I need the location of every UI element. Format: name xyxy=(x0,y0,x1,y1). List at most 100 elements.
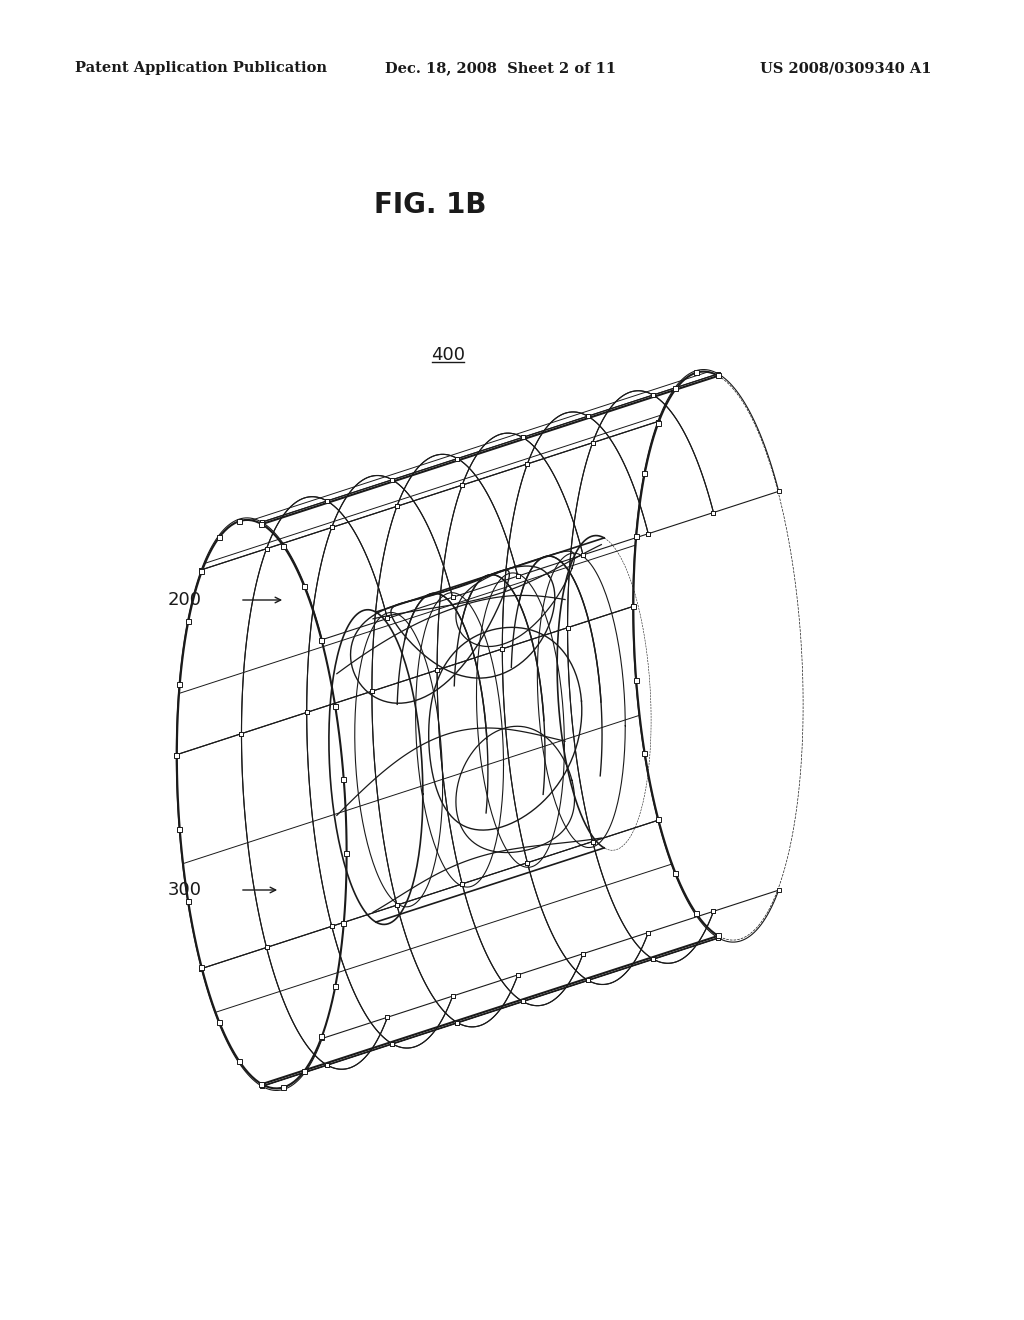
FancyBboxPatch shape xyxy=(305,710,308,714)
FancyBboxPatch shape xyxy=(655,421,660,425)
FancyBboxPatch shape xyxy=(451,994,455,998)
FancyBboxPatch shape xyxy=(302,1069,306,1073)
FancyBboxPatch shape xyxy=(520,999,524,1003)
FancyBboxPatch shape xyxy=(456,457,460,461)
FancyBboxPatch shape xyxy=(520,999,524,1003)
FancyBboxPatch shape xyxy=(456,1020,460,1024)
FancyBboxPatch shape xyxy=(370,689,374,693)
FancyBboxPatch shape xyxy=(712,511,716,515)
FancyBboxPatch shape xyxy=(525,462,529,466)
FancyBboxPatch shape xyxy=(282,544,287,549)
FancyBboxPatch shape xyxy=(651,393,655,397)
FancyBboxPatch shape xyxy=(435,668,439,672)
FancyBboxPatch shape xyxy=(591,441,595,445)
FancyBboxPatch shape xyxy=(591,840,595,843)
FancyBboxPatch shape xyxy=(646,532,650,536)
FancyBboxPatch shape xyxy=(390,1041,394,1045)
FancyBboxPatch shape xyxy=(586,414,590,418)
Text: US 2008/0309340 A1: US 2008/0309340 A1 xyxy=(760,61,932,75)
FancyBboxPatch shape xyxy=(330,525,334,529)
FancyBboxPatch shape xyxy=(260,1084,264,1088)
FancyBboxPatch shape xyxy=(174,752,178,756)
FancyBboxPatch shape xyxy=(385,1015,389,1019)
FancyBboxPatch shape xyxy=(501,647,505,651)
FancyBboxPatch shape xyxy=(501,647,505,651)
FancyBboxPatch shape xyxy=(525,861,529,865)
FancyBboxPatch shape xyxy=(319,639,325,643)
FancyBboxPatch shape xyxy=(451,595,455,599)
FancyBboxPatch shape xyxy=(456,1020,460,1024)
FancyBboxPatch shape xyxy=(516,973,520,977)
FancyBboxPatch shape xyxy=(395,504,399,508)
FancyBboxPatch shape xyxy=(501,647,505,651)
FancyBboxPatch shape xyxy=(259,521,264,527)
FancyBboxPatch shape xyxy=(501,647,505,651)
FancyBboxPatch shape xyxy=(586,978,590,982)
FancyBboxPatch shape xyxy=(586,414,590,418)
FancyBboxPatch shape xyxy=(395,903,399,907)
FancyBboxPatch shape xyxy=(451,994,455,998)
FancyBboxPatch shape xyxy=(395,504,399,508)
FancyBboxPatch shape xyxy=(325,1063,329,1067)
FancyBboxPatch shape xyxy=(456,1020,460,1024)
FancyBboxPatch shape xyxy=(325,1063,329,1067)
FancyBboxPatch shape xyxy=(264,945,268,949)
FancyBboxPatch shape xyxy=(716,936,720,940)
FancyBboxPatch shape xyxy=(581,553,585,557)
FancyBboxPatch shape xyxy=(655,818,659,822)
FancyBboxPatch shape xyxy=(305,710,308,714)
FancyBboxPatch shape xyxy=(460,882,464,886)
FancyBboxPatch shape xyxy=(642,471,647,477)
FancyBboxPatch shape xyxy=(370,689,374,693)
FancyBboxPatch shape xyxy=(390,1041,394,1045)
FancyBboxPatch shape xyxy=(395,504,399,508)
FancyBboxPatch shape xyxy=(200,966,204,970)
FancyBboxPatch shape xyxy=(305,710,308,714)
FancyBboxPatch shape xyxy=(330,924,334,928)
FancyBboxPatch shape xyxy=(325,499,329,503)
FancyBboxPatch shape xyxy=(330,924,334,928)
FancyBboxPatch shape xyxy=(591,840,595,843)
FancyBboxPatch shape xyxy=(395,903,399,907)
FancyBboxPatch shape xyxy=(651,393,655,397)
FancyBboxPatch shape xyxy=(282,1085,287,1090)
FancyBboxPatch shape xyxy=(591,840,595,843)
FancyBboxPatch shape xyxy=(177,826,182,832)
Text: 300: 300 xyxy=(168,880,202,899)
FancyBboxPatch shape xyxy=(330,924,334,928)
FancyBboxPatch shape xyxy=(390,478,394,482)
FancyBboxPatch shape xyxy=(716,933,721,939)
FancyBboxPatch shape xyxy=(390,478,394,482)
FancyBboxPatch shape xyxy=(435,668,439,672)
FancyBboxPatch shape xyxy=(565,626,569,630)
FancyBboxPatch shape xyxy=(716,372,720,376)
FancyBboxPatch shape xyxy=(302,583,306,589)
FancyBboxPatch shape xyxy=(395,903,399,907)
FancyBboxPatch shape xyxy=(385,616,389,620)
FancyBboxPatch shape xyxy=(264,945,268,949)
FancyBboxPatch shape xyxy=(655,420,659,424)
FancyBboxPatch shape xyxy=(694,370,698,375)
FancyBboxPatch shape xyxy=(395,504,399,508)
FancyBboxPatch shape xyxy=(325,499,329,503)
FancyBboxPatch shape xyxy=(217,1019,222,1024)
FancyBboxPatch shape xyxy=(646,931,650,935)
FancyBboxPatch shape xyxy=(341,921,346,927)
FancyBboxPatch shape xyxy=(390,1041,394,1045)
FancyBboxPatch shape xyxy=(776,888,780,892)
FancyBboxPatch shape xyxy=(330,525,334,529)
FancyBboxPatch shape xyxy=(581,553,585,557)
FancyBboxPatch shape xyxy=(520,999,524,1003)
FancyBboxPatch shape xyxy=(385,1015,389,1019)
FancyBboxPatch shape xyxy=(264,546,268,550)
FancyBboxPatch shape xyxy=(520,436,524,440)
FancyBboxPatch shape xyxy=(716,374,721,379)
FancyBboxPatch shape xyxy=(525,462,529,466)
FancyBboxPatch shape xyxy=(581,952,585,956)
FancyBboxPatch shape xyxy=(325,1063,329,1067)
FancyBboxPatch shape xyxy=(586,414,590,418)
FancyBboxPatch shape xyxy=(321,1036,325,1040)
FancyBboxPatch shape xyxy=(460,882,464,886)
FancyBboxPatch shape xyxy=(319,1035,325,1039)
FancyBboxPatch shape xyxy=(264,945,268,949)
